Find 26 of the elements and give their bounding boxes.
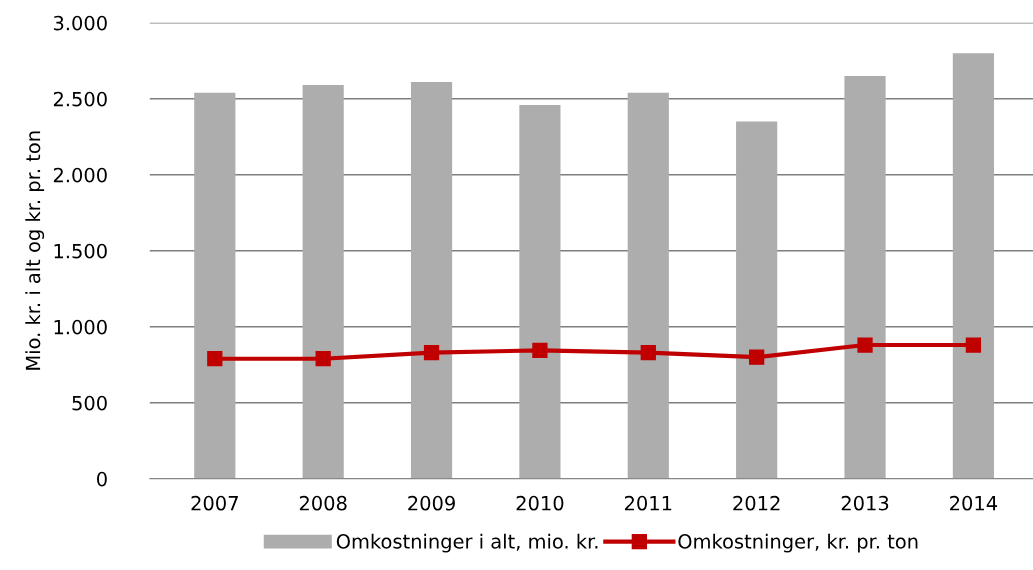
bar (627, 92, 669, 479)
bar (736, 121, 778, 479)
x-tick-label: 2011 (624, 495, 672, 511)
bar (519, 104, 561, 479)
bar (410, 82, 453, 479)
x-tick-label: 2007 (191, 495, 238, 511)
bar (952, 53, 994, 479)
y-tick-label: 1.500 (54, 243, 107, 259)
x-tick-label: 2009 (408, 495, 455, 511)
x-tick-label: 2013 (841, 495, 889, 511)
y-tick-label: 1.000 (54, 319, 107, 335)
y-tick-label: 2.500 (53, 91, 107, 107)
y-tick-label: 0 (97, 471, 107, 487)
x-tick-label: 2010 (516, 495, 564, 511)
y-tick-label: 2.000 (53, 167, 107, 183)
y-tick-label: 3.000 (53, 15, 107, 31)
x-tick-label: 2012 (733, 495, 780, 511)
y-tick-label: 500 (72, 395, 107, 411)
bar (194, 92, 236, 479)
y-axis-title: Mio. kr. i alt og kr. pr. ton (25, 131, 45, 370)
legend-label: Omkostninger, kr. pr. ton (678, 533, 918, 553)
legend-label: Omkostninger i alt, mio. kr. (336, 533, 598, 553)
bar (844, 76, 886, 479)
x-tick-label: 2014 (950, 495, 998, 511)
bar (302, 85, 344, 479)
x-tick-label: 2008 (299, 495, 347, 511)
